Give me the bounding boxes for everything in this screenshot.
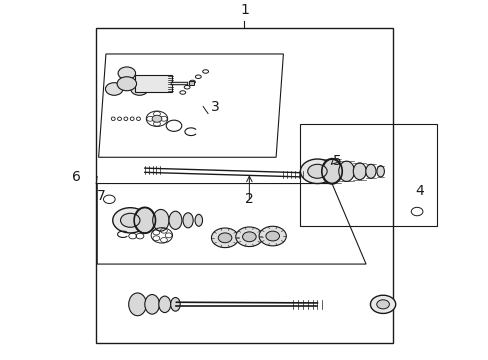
Circle shape bbox=[370, 295, 395, 314]
Ellipse shape bbox=[152, 210, 169, 231]
Text: 2: 2 bbox=[244, 192, 253, 206]
Circle shape bbox=[113, 208, 147, 233]
Bar bbox=[189, 81, 194, 85]
Text: 7: 7 bbox=[97, 189, 105, 203]
Ellipse shape bbox=[183, 213, 193, 228]
Text: 6: 6 bbox=[72, 170, 81, 184]
Circle shape bbox=[120, 213, 140, 227]
Circle shape bbox=[152, 115, 162, 122]
Text: 3: 3 bbox=[210, 99, 219, 113]
Circle shape bbox=[218, 233, 231, 243]
Text: 5: 5 bbox=[332, 154, 341, 168]
Ellipse shape bbox=[352, 163, 366, 180]
Circle shape bbox=[300, 159, 334, 184]
Circle shape bbox=[211, 228, 238, 248]
Circle shape bbox=[242, 232, 256, 242]
Circle shape bbox=[307, 164, 326, 178]
Ellipse shape bbox=[128, 293, 146, 316]
Ellipse shape bbox=[322, 159, 341, 183]
FancyBboxPatch shape bbox=[135, 75, 171, 92]
Circle shape bbox=[118, 67, 135, 80]
Circle shape bbox=[117, 77, 136, 91]
Circle shape bbox=[130, 83, 148, 95]
Ellipse shape bbox=[135, 208, 154, 233]
Ellipse shape bbox=[144, 294, 159, 314]
Ellipse shape bbox=[365, 164, 375, 178]
Ellipse shape bbox=[159, 296, 170, 312]
Ellipse shape bbox=[170, 297, 180, 311]
Text: 4: 4 bbox=[414, 184, 423, 198]
Ellipse shape bbox=[195, 214, 202, 226]
Ellipse shape bbox=[338, 161, 354, 181]
Circle shape bbox=[105, 83, 122, 95]
Circle shape bbox=[259, 226, 286, 246]
Text: 1: 1 bbox=[240, 3, 248, 17]
Ellipse shape bbox=[376, 166, 384, 177]
Ellipse shape bbox=[169, 211, 182, 229]
Circle shape bbox=[376, 300, 388, 309]
Circle shape bbox=[265, 231, 279, 241]
Circle shape bbox=[235, 227, 263, 247]
Bar bbox=[96, 28, 392, 343]
